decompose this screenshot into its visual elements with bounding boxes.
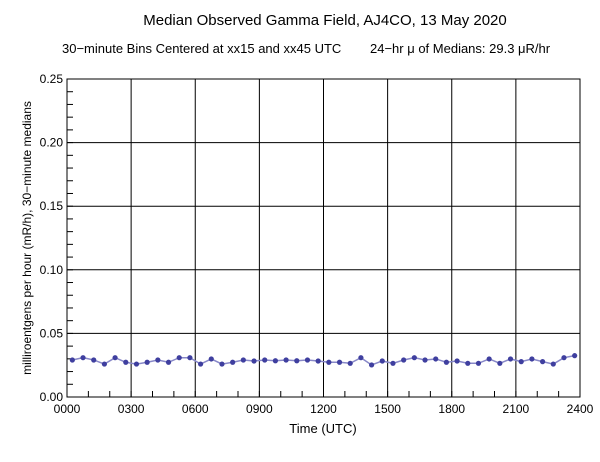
data-point [144, 359, 150, 365]
data-point [347, 360, 353, 366]
data-point [326, 359, 332, 365]
y-tick-label: 0.20 [40, 136, 64, 150]
x-tick-label: 2400 [567, 402, 594, 416]
data-point [91, 357, 97, 363]
data-point [133, 361, 140, 367]
data-point [80, 355, 86, 361]
data-point [208, 356, 214, 362]
data-point [572, 353, 578, 359]
data-point [176, 355, 182, 361]
chart-title: Median Observed Gamma Field, AJ4CO, 13 M… [143, 12, 507, 29]
data-point [379, 358, 385, 364]
y-tick-label: 0.10 [40, 263, 64, 277]
x-tick-label: 1200 [310, 402, 337, 416]
data-point [155, 357, 161, 363]
data-point [336, 359, 343, 365]
y-tick-label: 0.25 [40, 72, 64, 86]
x-tick-label: 1500 [374, 402, 401, 416]
data-point [550, 361, 556, 367]
data-point [368, 362, 375, 368]
data-point [101, 361, 108, 367]
data-point [262, 357, 268, 363]
data-point [187, 355, 193, 361]
data-point [165, 359, 172, 365]
x-tick-label: 0000 [54, 402, 81, 416]
data-point [443, 359, 450, 365]
data-point [112, 355, 118, 361]
x-tick-label: 2100 [503, 402, 530, 416]
data-point [486, 356, 492, 362]
x-tick-label: 1800 [438, 402, 465, 416]
data-point [283, 357, 289, 363]
x-tick-label: 0600 [182, 402, 209, 416]
y-tick-label: 0.05 [40, 326, 64, 340]
x-axis-label: Time (UTC) [289, 421, 356, 436]
data-point [123, 359, 129, 365]
chart-subtitle-left: 30−minute Bins Centered at xx15 and xx45… [62, 41, 341, 56]
data-point [433, 356, 439, 362]
data-point [197, 361, 204, 367]
data-point [475, 360, 482, 366]
chart-subtitle-right: 24−hr μ of Medians: 29.3 μR/hr [370, 41, 551, 56]
data-point [465, 360, 471, 366]
y-axis-label: milliroentgens per hour (mR/h), 30−minut… [20, 101, 34, 375]
data-point [507, 356, 514, 362]
data-point [251, 358, 257, 364]
data-point [422, 357, 428, 363]
data-point [454, 358, 460, 364]
data-point [411, 355, 417, 361]
data-point [219, 361, 225, 367]
x-tick-label: 0300 [118, 402, 145, 416]
data-point [401, 357, 407, 363]
data-point [497, 360, 503, 366]
data-point [529, 356, 535, 362]
data-point [69, 357, 75, 363]
data-point [518, 359, 524, 365]
data-point [272, 358, 279, 364]
data-point [315, 358, 321, 364]
y-tick-label: 0.15 [40, 199, 64, 213]
data-point [539, 359, 546, 365]
data-point [304, 357, 311, 363]
data-point [240, 357, 246, 363]
y-tick-label: 0.00 [40, 390, 64, 404]
data-point [561, 355, 567, 361]
x-tick-label: 0900 [246, 402, 273, 416]
data-point [294, 358, 300, 364]
data-point [390, 360, 396, 366]
data-point [230, 359, 236, 365]
data-point [358, 355, 364, 361]
